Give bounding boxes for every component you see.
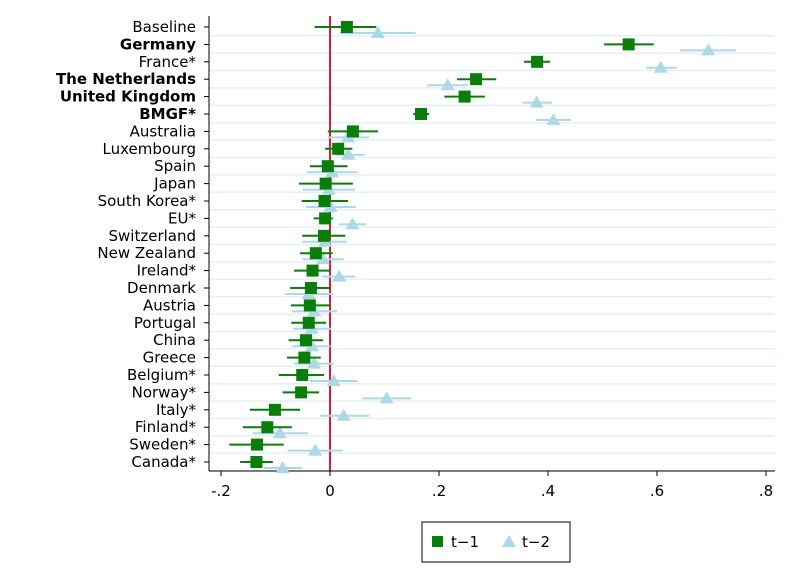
y-tick-label: Greece <box>143 349 196 367</box>
point-t1 <box>531 55 544 68</box>
point-t2 <box>345 217 360 230</box>
y-tick-label: EU* <box>168 209 196 227</box>
point-t2 <box>341 147 356 160</box>
gridlines <box>209 34 775 472</box>
point-t1 <box>300 334 313 347</box>
point-t1 <box>321 160 334 173</box>
y-tick-label: Italy* <box>156 401 197 419</box>
legend-label-t1: t−1 <box>451 533 479 551</box>
y-tick-label: Australia <box>130 122 196 140</box>
point-t2 <box>315 252 330 265</box>
point-t2 <box>307 356 322 369</box>
y-tick-label: Denmark <box>127 279 196 297</box>
y-tick-label: Norway* <box>132 383 197 401</box>
point-t2 <box>379 391 394 404</box>
point-t1 <box>302 316 315 329</box>
y-tick-label: Austria <box>143 296 196 314</box>
point-t2 <box>529 95 544 108</box>
x-tick-label: .8 <box>759 482 773 500</box>
y-tick-label: Canada* <box>131 453 196 471</box>
legend-triangle-marker <box>502 535 516 547</box>
point-t1 <box>458 90 471 103</box>
legend-square-marker <box>432 536 443 547</box>
point-t1 <box>340 21 353 33</box>
point-t1 <box>250 456 263 468</box>
y-tick-label: Belgium* <box>127 366 196 384</box>
point-t1 <box>306 264 319 277</box>
x-tick-label: -.2 <box>211 482 231 500</box>
y-tick-label: The Netherlands <box>56 70 196 88</box>
x-tick-label: .4 <box>541 482 555 500</box>
point-t1 <box>295 386 308 399</box>
point-t1 <box>622 38 635 51</box>
point-t1 <box>250 438 263 451</box>
point-t1 <box>318 229 331 242</box>
point-t1 <box>304 282 317 294</box>
point-t2 <box>653 60 668 73</box>
y-tick-label: Switzerland <box>109 227 197 245</box>
point-t1 <box>296 369 309 381</box>
point-t1 <box>470 73 483 86</box>
y-tick-label: Germany <box>120 35 196 53</box>
y-tick-label: Baseline <box>132 18 196 36</box>
y-tick-label: Spain <box>154 157 196 175</box>
y-tick-label: Japan <box>153 175 196 193</box>
x-tick-label: 0 <box>325 482 335 500</box>
point-t1 <box>268 403 281 416</box>
point-t1 <box>298 351 311 364</box>
data-marks <box>229 21 737 473</box>
point-t1 <box>346 125 359 138</box>
point-t2 <box>332 269 347 282</box>
point-t2 <box>336 408 351 421</box>
point-t2 <box>275 461 290 473</box>
y-tick-label: BMGF* <box>139 105 196 123</box>
point-t1 <box>332 142 345 155</box>
point-t1 <box>261 421 274 434</box>
point-t2 <box>701 43 716 56</box>
y-tick-label: United Kingdom <box>60 88 196 106</box>
point-t2 <box>272 426 287 439</box>
legend: t−1 t−2 <box>421 521 571 563</box>
y-tick-label: Luxembourg <box>103 140 197 158</box>
y-tick-label: Portugal <box>134 314 196 332</box>
y-tick-label: Finland* <box>135 418 197 436</box>
y-tick-label: France* <box>139 53 197 71</box>
point-t2 <box>440 78 455 91</box>
point-t2 <box>370 26 385 38</box>
point-t1 <box>319 177 332 190</box>
x-axis: -.2 0 .2 .4 .6 .8 <box>209 470 775 500</box>
point-t2 <box>326 374 341 386</box>
point-t1 <box>415 108 428 120</box>
point-t1 <box>309 247 322 260</box>
x-tick-label: .2 <box>432 482 446 500</box>
y-tick-label: South Korea* <box>98 192 197 210</box>
point-t2 <box>546 113 561 125</box>
point-t1 <box>318 195 331 207</box>
point-t1 <box>319 212 332 225</box>
y-tick-label: Sweden* <box>129 436 196 454</box>
x-tick-label: .6 <box>650 482 664 500</box>
y-tick-label: China <box>153 331 196 349</box>
point-t1 <box>303 299 316 312</box>
y-tick-label: Ireland* <box>137 262 197 280</box>
y-tick-label: New Zealand <box>97 244 196 262</box>
point-t2 <box>308 443 323 456</box>
legend-box <box>421 521 571 563</box>
legend-label-t2: t−2 <box>522 533 550 551</box>
